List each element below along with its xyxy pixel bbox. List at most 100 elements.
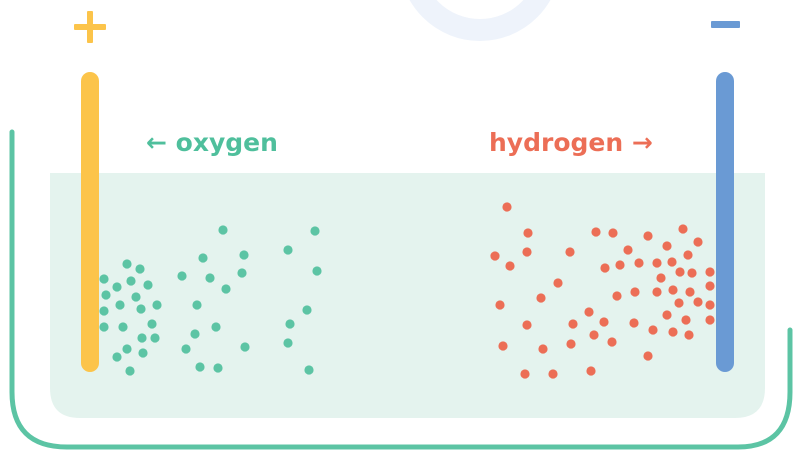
hydrogen-bubble — [684, 330, 693, 339]
hydrogen-bubble — [565, 247, 574, 256]
hydrogen-bubble — [648, 325, 657, 334]
oxygen-bubble — [138, 348, 147, 357]
hydrogen-bubble — [523, 228, 532, 237]
hydrogen-bubble — [589, 330, 598, 339]
hydrogen-bubble — [652, 287, 661, 296]
oxygen-bubble — [122, 259, 131, 268]
oxygen-bubble — [101, 290, 110, 299]
oxygen-bubble — [136, 304, 145, 313]
oxygen-bubble — [218, 225, 227, 234]
hydrogen-bubble — [629, 318, 638, 327]
oxygen-bubble — [150, 333, 159, 342]
oxygen-bubble — [147, 319, 156, 328]
hydrogen-bubble — [623, 245, 632, 254]
hydrogen-bubble — [608, 228, 617, 237]
oxygen-bubble — [198, 253, 207, 262]
hydrogen-label: hydrogen → — [489, 128, 653, 157]
oxygen-bubble — [283, 338, 292, 347]
oxygen-label: ← oxygen — [146, 128, 278, 157]
oxygen-bubble — [143, 280, 152, 289]
oxygen-bubble — [131, 292, 140, 301]
hydrogen-bubble — [490, 251, 499, 260]
oxygen-bubble — [192, 300, 201, 309]
oxygen-bubble — [152, 300, 161, 309]
hydrogen-bubble — [668, 327, 677, 336]
oxygen-bubble — [213, 363, 222, 372]
anode — [81, 72, 99, 372]
oxygen-bubble — [177, 271, 186, 280]
hydrogen-bubble — [667, 257, 676, 266]
cathode — [716, 72, 734, 372]
oxygen-bubble — [112, 352, 121, 361]
hydrogen-bubble — [536, 293, 545, 302]
hydrogen-bubble — [693, 297, 702, 306]
oxygen-bubble — [302, 305, 311, 314]
hydrogen-bubble — [678, 224, 687, 233]
oxygen-bubble — [239, 250, 248, 259]
hydrogen-bubble — [612, 291, 621, 300]
oxygen-bubble — [125, 366, 134, 375]
oxygen-bubble — [205, 273, 214, 282]
oxygen-bubble — [195, 362, 204, 371]
hydrogen-bubble — [505, 261, 514, 270]
oxygen-bubble — [211, 322, 220, 331]
oxygen-bubble — [240, 342, 249, 351]
hydrogen-bubble — [674, 298, 683, 307]
hydrogen-bubble — [615, 260, 624, 269]
hydrogen-bubble — [538, 344, 547, 353]
hydrogen-bubble — [634, 258, 643, 267]
hydrogen-bubble — [643, 351, 652, 360]
oxygen-bubble — [99, 274, 108, 283]
oxygen-bubble — [283, 245, 292, 254]
oxygen-bubble — [181, 344, 190, 353]
plus-sign — [74, 11, 106, 43]
oxygen-bubble — [312, 266, 321, 275]
oxygen-bubble — [237, 268, 246, 277]
hydrogen-bubble — [668, 285, 677, 294]
hydrogen-bubble — [522, 247, 531, 256]
hydrogen-bubble — [520, 369, 529, 378]
oxygen-bubble — [285, 319, 294, 328]
oxygen-bubble — [310, 226, 319, 235]
hydrogen-bubble — [705, 300, 714, 309]
hydrogen-bubble — [662, 310, 671, 319]
hydrogen-bubble — [643, 231, 652, 240]
oxygen-bubble — [221, 284, 230, 293]
hydrogen-bubble — [553, 278, 562, 287]
minus-sign — [711, 21, 740, 28]
hydrogen-bubble — [591, 227, 600, 236]
hydrogen-bubble — [522, 320, 531, 329]
hydrogen-bubble — [600, 263, 609, 272]
oxygen-bubble — [115, 300, 124, 309]
hydrogen-bubble — [607, 337, 616, 346]
hydrogen-bubble — [548, 369, 557, 378]
hydrogen-bubble — [568, 319, 577, 328]
oxygen-bubble — [135, 264, 144, 273]
hydrogen-bubble — [705, 267, 714, 276]
oxygen-bubble — [112, 282, 121, 291]
hydrogen-bubble — [705, 281, 714, 290]
hydrogen-bubble — [566, 339, 575, 348]
hydrogen-bubble — [685, 287, 694, 296]
hydrogen-bubble — [683, 250, 692, 259]
hydrogen-bubble — [675, 267, 684, 276]
hydrogen-bubble — [662, 241, 671, 250]
oxygen-bubble — [118, 322, 127, 331]
hydrogen-bubble — [586, 366, 595, 375]
hydrogen-bubble — [630, 287, 639, 296]
oxygen-bubble — [122, 344, 131, 353]
hydrogen-bubble — [495, 300, 504, 309]
hydrogen-bubble — [656, 273, 665, 282]
background-decoration — [410, 0, 550, 30]
hydrogen-bubble — [498, 341, 507, 350]
oxygen-bubble — [304, 365, 313, 374]
hydrogen-bubble — [681, 315, 690, 324]
hydrogen-bubble — [652, 258, 661, 267]
hydrogen-bubble — [693, 237, 702, 246]
oxygen-bubble — [137, 333, 146, 342]
hydrogen-bubble — [502, 202, 511, 211]
oxygen-bubble — [99, 322, 108, 331]
hydrogen-bubble — [599, 317, 608, 326]
oxygen-bubble — [99, 306, 108, 315]
hydrogen-bubble — [705, 315, 714, 324]
